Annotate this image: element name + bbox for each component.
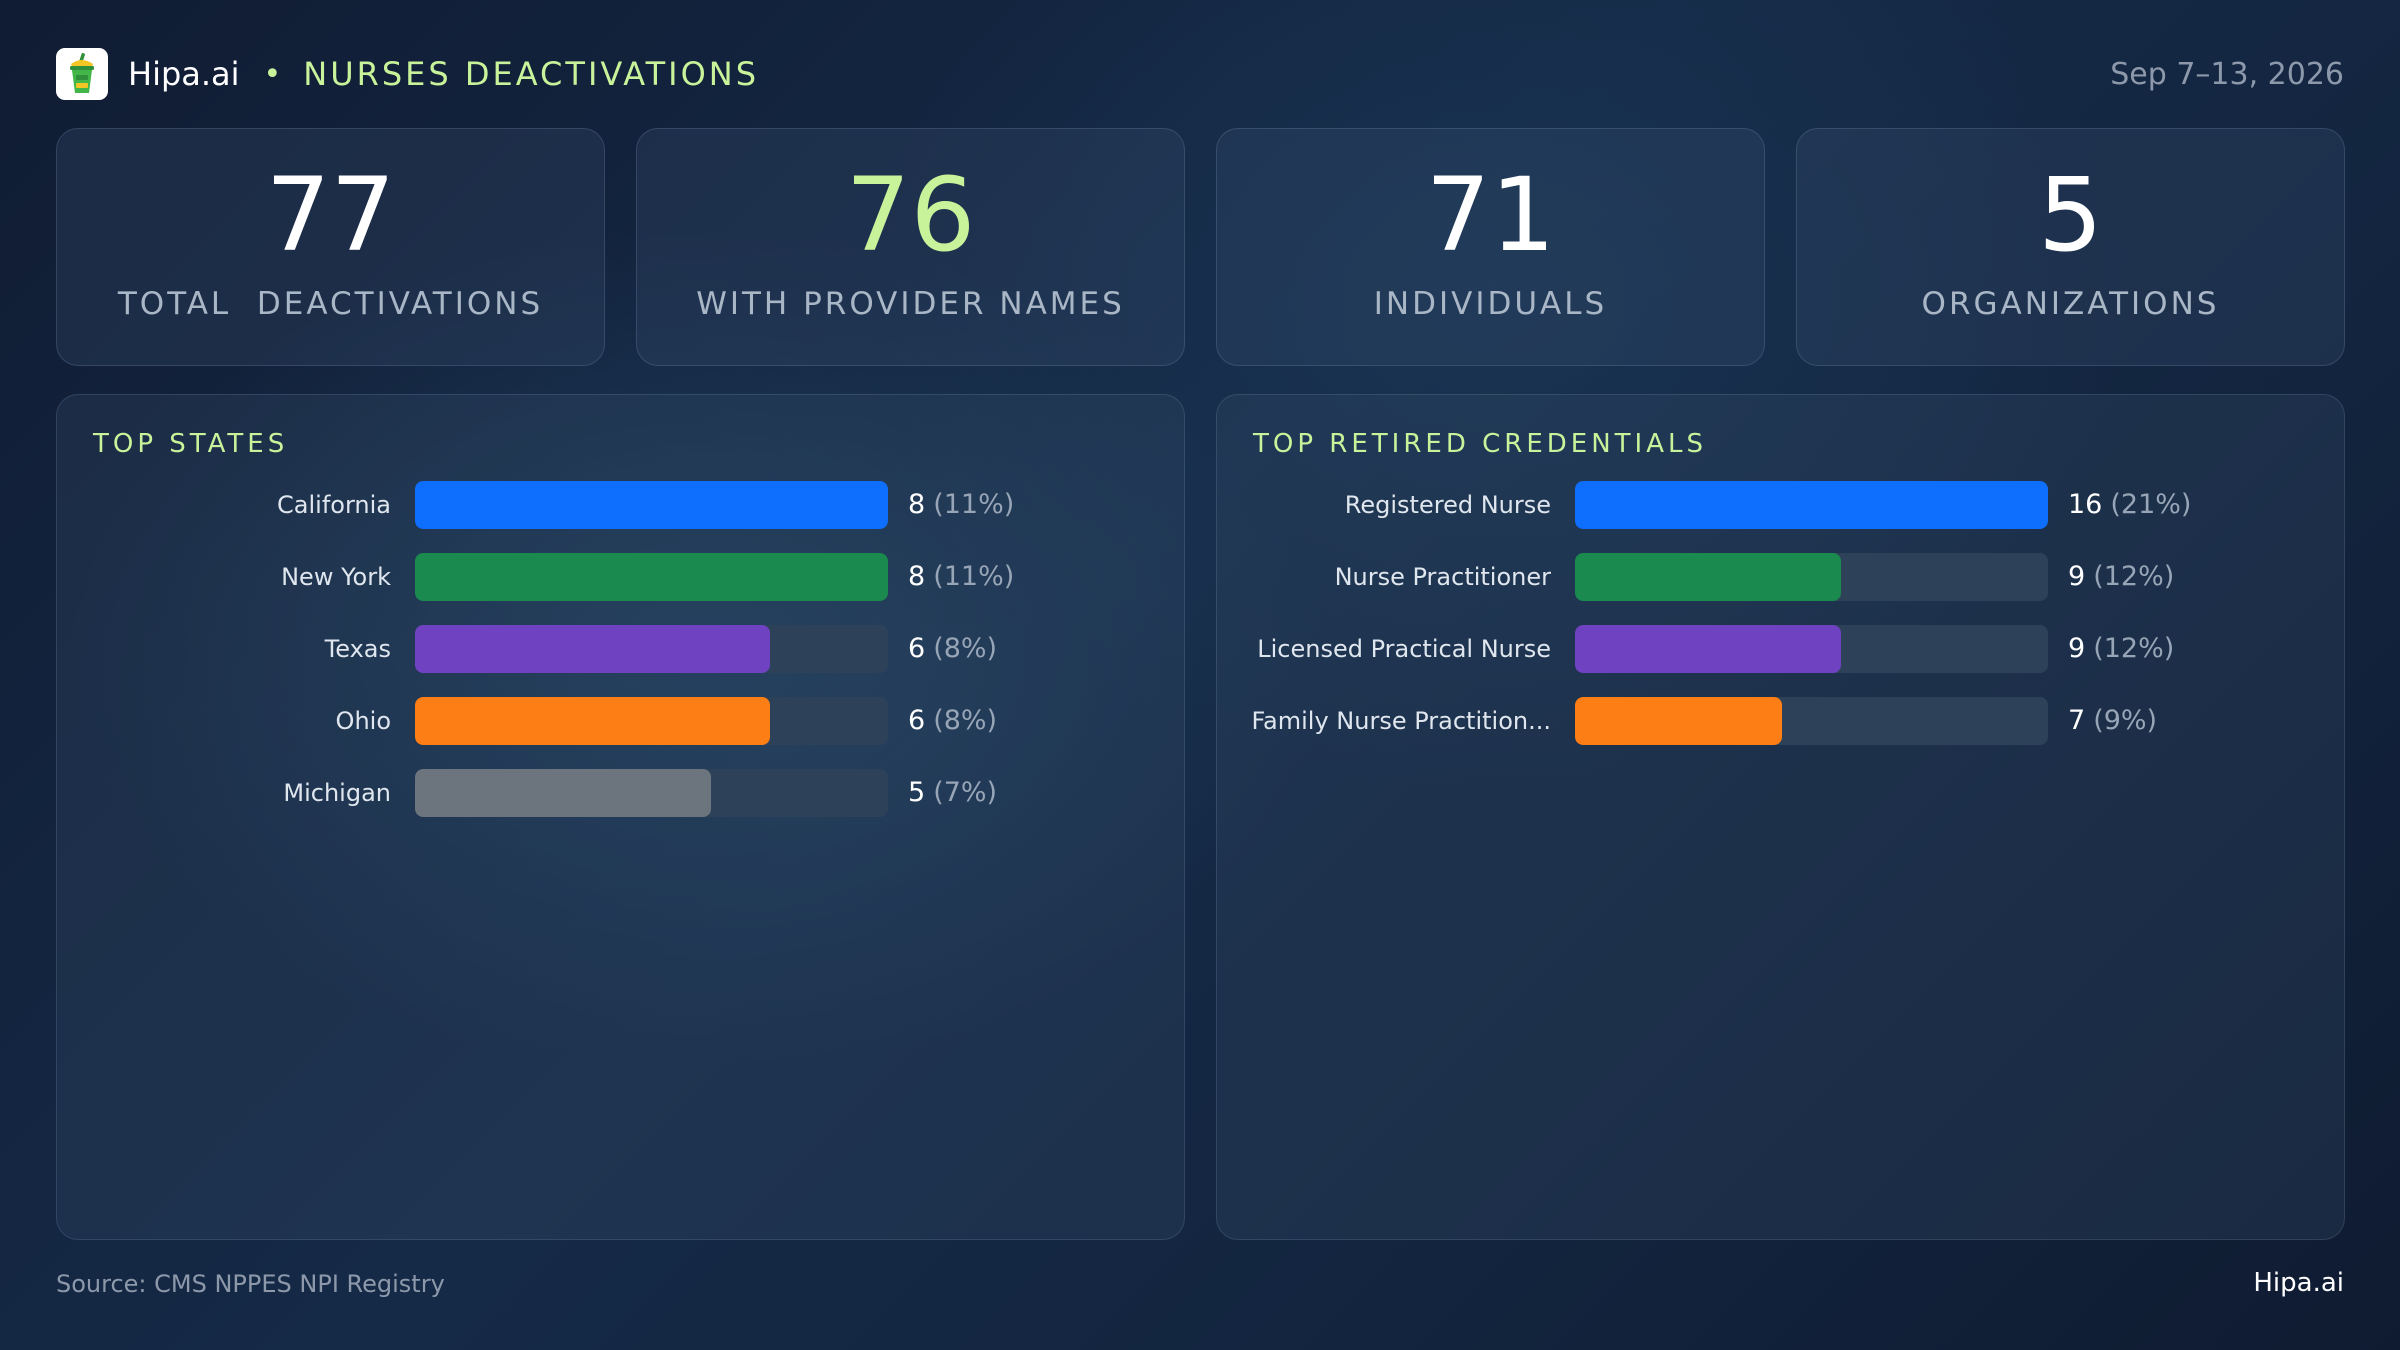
bar-row: California 8 (11%): [57, 481, 1057, 529]
bar-percent: (12%): [2093, 633, 2175, 664]
bar-track: [415, 769, 888, 817]
bar: [1575, 481, 2048, 529]
bar-category-label: New York: [281, 563, 391, 591]
kpi-card-with-provider-names: 76 WITH PROVIDER NAMES: [636, 128, 1185, 366]
kpi-value: 77: [265, 156, 396, 275]
bar-category-label: Registered Nurse: [1344, 491, 1551, 519]
kpi-card-total-deactivations: 77 TOTAL DEACTIVATIONS: [56, 128, 605, 366]
bar-track: [1575, 553, 2048, 601]
bar-value-label: 16 (21%): [2068, 481, 2191, 529]
kpi-label: ORGANIZATIONS: [1921, 286, 2220, 322]
bar-value-label: 8 (11%): [908, 481, 1014, 529]
logo: [56, 48, 108, 100]
kpi-label: WITH PROVIDER NAMES: [696, 286, 1125, 322]
date-range: Sep 7–13, 2026: [2110, 56, 2344, 92]
bar-category-label: Ohio: [335, 707, 391, 735]
footer-brand: Hipa.ai: [2253, 1268, 2344, 1298]
bar-row: Registered Nurse 16 (21%): [1217, 481, 2217, 529]
bar: [415, 481, 888, 529]
bar-value-label: 5 (7%): [908, 769, 997, 817]
bar-percent: (9%): [2093, 705, 2158, 736]
bar-percent: (12%): [2093, 561, 2175, 592]
bar-row: New York 8 (11%): [57, 553, 1057, 601]
bar-count: 8: [908, 561, 926, 592]
kpi-row: 77 TOTAL DEACTIVATIONS 76 WITH PROVIDER …: [56, 128, 2345, 366]
bar-count: 7: [2068, 705, 2086, 736]
bar-category-label: Texas: [324, 635, 391, 663]
bar-count: 16: [2068, 489, 2103, 520]
bar-percent: (11%): [933, 561, 1015, 592]
bar-value-label: 7 (9%): [2068, 697, 2157, 745]
kpi-value: 76: [845, 156, 976, 275]
source-note: Source: CMS NPPES NPI Registry: [56, 1270, 445, 1298]
bar-count: 5: [908, 777, 926, 808]
bar-row: Ohio 6 (8%): [57, 697, 1057, 745]
bar-track: [415, 697, 888, 745]
kpi-card-organizations: 5 ORGANIZATIONS: [1796, 128, 2345, 366]
kpi-value: 71: [1425, 156, 1556, 275]
top-credentials-panel: TOP RETIRED CREDENTIALS Registered Nurse…: [1216, 394, 2345, 1240]
bar-count: 9: [2068, 633, 2086, 664]
bar-value-label: 9 (12%): [2068, 625, 2174, 673]
bar-row: Texas 6 (8%): [57, 625, 1057, 673]
bar-category-label: Licensed Practical Nurse: [1257, 635, 1551, 663]
report-title: NURSES DEACTIVATIONS: [303, 55, 760, 93]
bar-track: [415, 553, 888, 601]
bar-count: 6: [908, 633, 926, 664]
bar: [1575, 625, 1841, 673]
bar-value-label: 6 (8%): [908, 697, 997, 745]
bar-value-label: 8 (11%): [908, 553, 1014, 601]
bar-percent: (8%): [933, 705, 998, 736]
kpi-label: INDIVIDUALS: [1373, 286, 1608, 322]
bar: [415, 553, 888, 601]
bar-value-label: 9 (12%): [2068, 553, 2174, 601]
bar-percent: (8%): [933, 633, 998, 664]
kpi-label: TOTAL DEACTIVATIONS: [117, 286, 544, 322]
bar-track: [415, 481, 888, 529]
header-bar: Hipa.ai • NURSES DEACTIVATIONS Sep 7–13,…: [56, 48, 2344, 100]
bar: [1575, 553, 1841, 601]
bar: [415, 697, 770, 745]
bar: [415, 769, 711, 817]
brand-name: Hipa.ai: [128, 55, 240, 93]
bar-count: 9: [2068, 561, 2086, 592]
top-states-panel: TOP STATES California 8 (11%) New York 8 (11%…: [56, 394, 1185, 1240]
bar-track: [415, 625, 888, 673]
kpi-card-individuals: 71 INDIVIDUALS: [1216, 128, 1765, 366]
title-separator: •: [263, 56, 282, 92]
drink-cup-icon: [70, 53, 94, 93]
bar-percent: (11%): [933, 489, 1015, 520]
bar-row: Licensed Practical Nurse 9 (12%): [1217, 625, 2217, 673]
kpi-value: 5: [2038, 156, 2103, 275]
bar-track: [1575, 625, 2048, 673]
bar: [415, 625, 770, 673]
bar-category-label: California: [277, 491, 391, 519]
bar-row: Family Nurse Practition... 7 (9%): [1217, 697, 2217, 745]
bar-category-label: Nurse Practitioner: [1334, 563, 1551, 591]
bar-count: 8: [908, 489, 926, 520]
bar-percent: (21%): [2110, 489, 2192, 520]
chart-title: TOP RETIRED CREDENTIALS: [1253, 429, 1707, 459]
bar-row: Nurse Practitioner 9 (12%): [1217, 553, 2217, 601]
chart-title: TOP STATES: [93, 429, 289, 459]
bar-percent: (7%): [933, 777, 998, 808]
bar-track: [1575, 697, 2048, 745]
bar-category-label: Michigan: [283, 779, 391, 807]
bar: [1575, 697, 1782, 745]
bar-row: Michigan 5 (7%): [57, 769, 1057, 817]
bar-track: [1575, 481, 2048, 529]
bar-value-label: 6 (8%): [908, 625, 997, 673]
bar-count: 6: [908, 705, 926, 736]
bar-category-label: Family Nurse Practition...: [1251, 707, 1551, 735]
